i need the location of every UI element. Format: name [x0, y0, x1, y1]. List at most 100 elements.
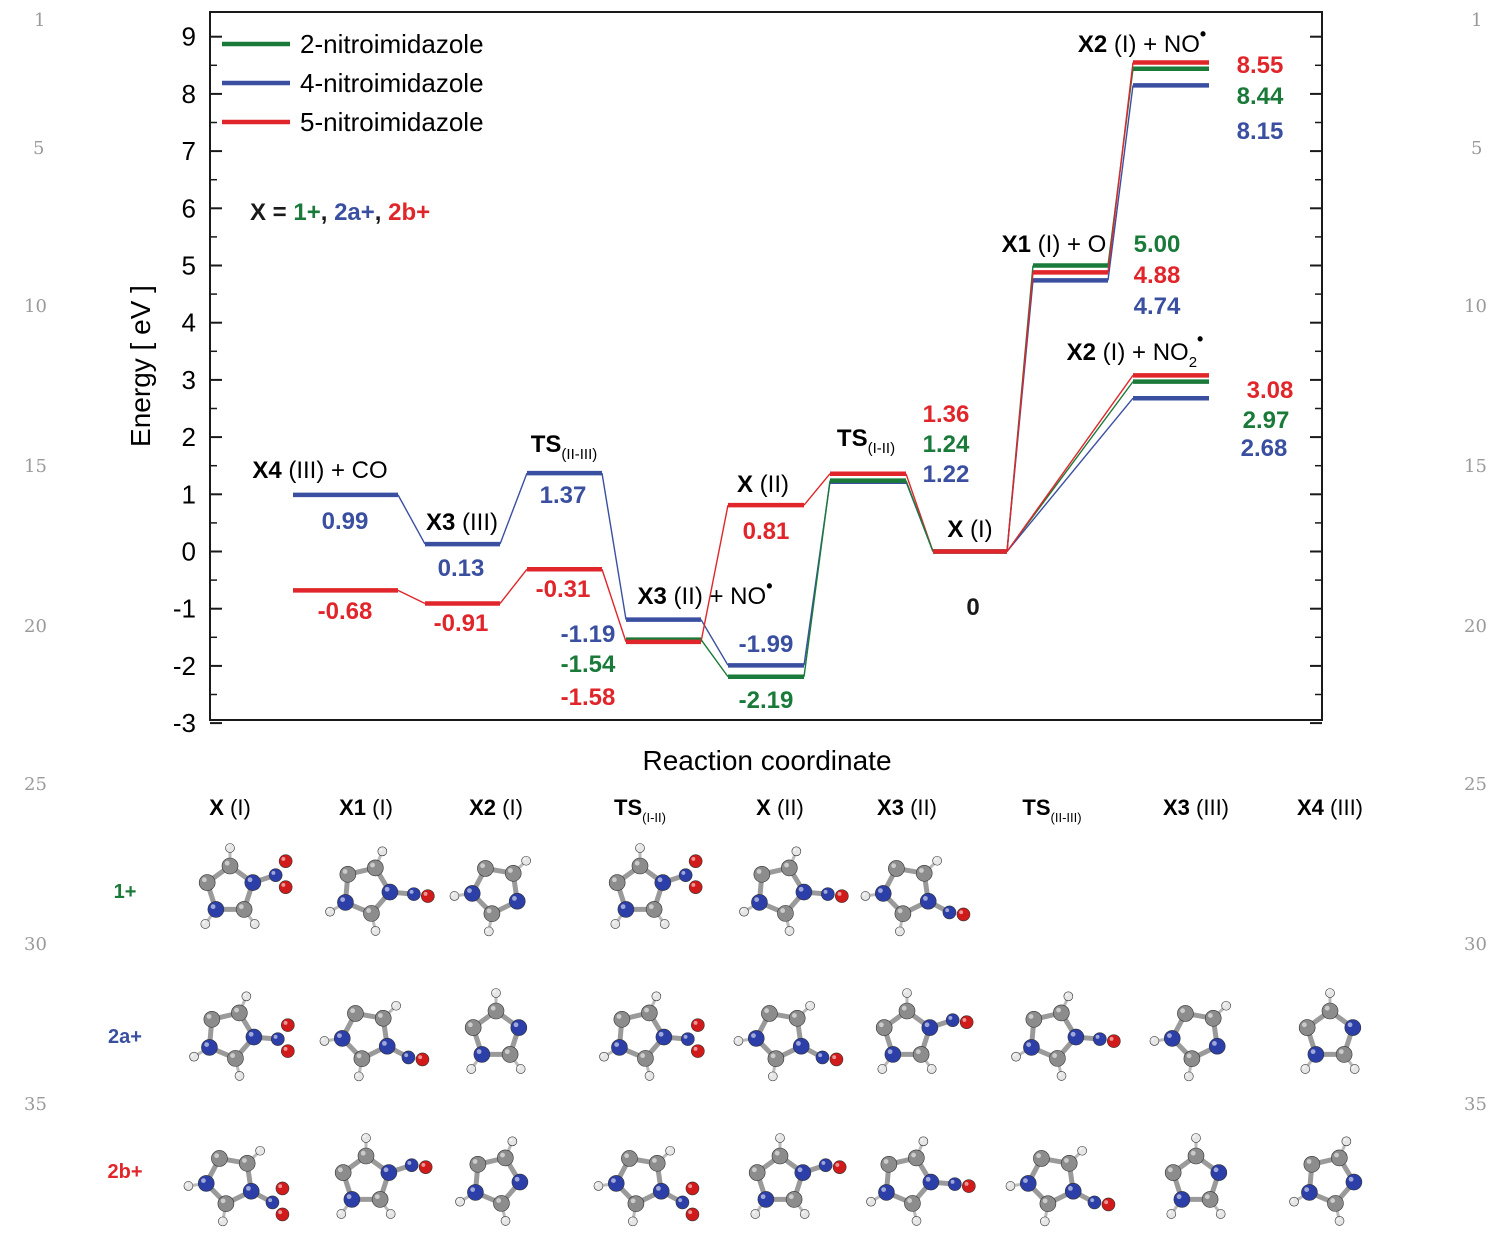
atom-highlight	[901, 1005, 907, 1011]
atom	[469, 1155, 487, 1173]
atom	[354, 1071, 364, 1082]
atom	[1331, 1149, 1348, 1167]
molecule	[319, 1000, 430, 1082]
atom-highlight	[278, 1184, 283, 1189]
molecule	[593, 1145, 700, 1227]
atom-highlight	[611, 1178, 616, 1184]
atom	[1005, 1181, 1016, 1191]
atom	[688, 880, 703, 894]
atom	[407, 887, 421, 901]
atom	[404, 1158, 419, 1172]
margin-number: 25	[24, 774, 47, 795]
state-label-xi: X (I)	[947, 516, 992, 543]
margin-number: 35	[1464, 1094, 1487, 1115]
atom-highlight	[681, 870, 686, 875]
atom	[487, 1002, 505, 1020]
atom	[467, 1184, 484, 1201]
atom-highlight	[883, 1159, 889, 1164]
value-label: 8.44	[1237, 83, 1284, 110]
atom-highlight	[185, 1183, 189, 1186]
atom	[608, 874, 626, 891]
molecule	[198, 843, 293, 929]
value-label: 8.15	[1237, 118, 1284, 145]
atom-highlight	[925, 1176, 931, 1182]
atom	[621, 1150, 638, 1167]
atom-highlight	[206, 1014, 212, 1019]
atom-highlight	[786, 927, 790, 931]
molecule	[325, 846, 435, 936]
atom-highlight	[1334, 1152, 1339, 1158]
atom	[200, 919, 211, 929]
atom	[500, 1216, 511, 1226]
atom	[599, 1051, 609, 1062]
y-axis: -3 -2 -1 0 1 2 3 4 5 6 7 8 9	[173, 22, 1322, 738]
atom-highlight	[1167, 1167, 1173, 1173]
atom-highlight	[338, 1211, 342, 1214]
atom-highlight	[382, 1041, 387, 1046]
x-axis-label: Reaction coordinate	[642, 745, 891, 776]
atom-highlight	[201, 1178, 206, 1184]
structure-column-header: X (II)	[756, 795, 804, 820]
atom	[361, 1133, 371, 1143]
atom-highlight	[1193, 1135, 1196, 1138]
state-label-x2ino2: X2 (I) + NO2•	[1067, 329, 1204, 371]
atom	[1344, 1019, 1362, 1036]
value-label: 5.00	[1134, 231, 1181, 258]
atom	[371, 1191, 389, 1208]
connector-line	[700, 639, 729, 678]
atom	[637, 1050, 654, 1067]
atom-highlight	[948, 1015, 953, 1020]
value-label: 1.37	[540, 482, 587, 509]
state-labels: X4 (III) + CO X3 (III) TS(II-III) X3 (II) +…	[252, 24, 1206, 610]
atom-highlight	[467, 888, 472, 894]
atom-highlight	[485, 928, 489, 932]
atom	[641, 1004, 658, 1022]
atom-highlight	[384, 886, 390, 892]
atom-highlight	[896, 928, 900, 932]
atom	[1301, 1184, 1318, 1201]
atom	[645, 901, 663, 918]
value-label: 0.99	[322, 508, 369, 535]
atom-highlight	[878, 1022, 884, 1028]
atom-highlight	[366, 908, 372, 913]
atom-highlight	[1064, 1158, 1069, 1163]
atom	[821, 887, 835, 901]
atom-highlight	[928, 1066, 932, 1069]
atom	[1303, 1155, 1321, 1173]
atom-highlight	[1058, 1072, 1062, 1076]
molecule	[1298, 988, 1362, 1074]
atom	[189, 1051, 199, 1062]
atom-highlight	[378, 1013, 383, 1018]
atom	[815, 1050, 830, 1065]
molecule	[189, 991, 295, 1081]
atom	[493, 1195, 510, 1212]
atom	[898, 1002, 916, 1020]
atom-highlight	[756, 869, 762, 874]
legend-entry: 5-nitroimidazole	[300, 107, 484, 137]
atom	[278, 880, 293, 894]
state-label-x3ii: X3 (II) + NO•	[637, 576, 772, 610]
atom	[515, 1064, 526, 1074]
connector-line	[1006, 397, 1134, 552]
atom-highlight	[911, 1152, 916, 1158]
value-label: 8.55	[1237, 52, 1284, 79]
atom-highlight	[337, 1167, 343, 1173]
margin-number: 15	[24, 456, 47, 477]
atom	[665, 1145, 675, 1156]
atom-highlight	[451, 893, 455, 896]
atom	[217, 1195, 235, 1212]
value-label: 0.13	[438, 555, 485, 582]
atom	[1056, 1071, 1067, 1081]
atom-highlight	[1291, 1198, 1294, 1202]
atom	[421, 889, 435, 903]
connector-line	[499, 568, 528, 604]
y-tick-label: 6	[182, 193, 196, 223]
atom-highlight	[760, 1194, 766, 1200]
atom	[278, 854, 293, 868]
atom	[334, 1164, 352, 1181]
atom-highlight	[1013, 1053, 1016, 1057]
atom	[1019, 1175, 1037, 1192]
value-label: 4.88	[1134, 262, 1181, 289]
atom-highlight	[881, 1187, 887, 1192]
